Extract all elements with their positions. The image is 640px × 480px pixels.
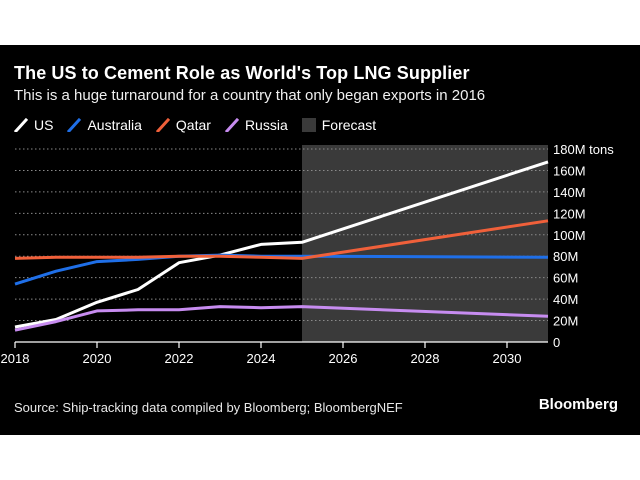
- x-tick-label: 2022: [165, 351, 194, 366]
- legend-item-australia: Australia: [67, 117, 142, 133]
- series-line-us: [14, 160, 549, 329]
- y-tick-label: 100M: [553, 228, 586, 243]
- chart-subtitle: This is a huge turnaround for a country …: [14, 87, 486, 104]
- x-tick-label: 2030: [493, 351, 522, 366]
- line-chart: 2018 2020 2022 2024 2026 2028 2030 0 20M 40M 60M 80…: [1, 142, 615, 366]
- legend-label-us: US: [34, 117, 54, 133]
- y-tick-label: 160M: [553, 163, 586, 178]
- legend-swatch-forecast: [301, 118, 316, 132]
- x-tick-label: 2018: [1, 351, 30, 366]
- bloomberg-logo: Bloomberg: [538, 396, 618, 413]
- legend-item-forecast: Forecast: [301, 117, 377, 133]
- series-line-russia: [14, 305, 549, 332]
- legend-item-russia: Russia: [224, 117, 288, 133]
- source-note: Source: Ship-tracking data compiled by B…: [14, 400, 403, 415]
- y-tick-label: 40M: [553, 292, 578, 307]
- chart-title: The US to Cement Role as World's Top LNG…: [14, 63, 470, 83]
- chart-card: The US to Cement Role as World's Top LNG…: [0, 45, 640, 435]
- legend-swatch-qatar: [155, 118, 170, 132]
- x-tick-label: 2026: [329, 351, 358, 366]
- x-tick-label: 2020: [83, 351, 112, 366]
- legend-label-qatar: Qatar: [175, 117, 211, 133]
- y-tick-label: 140M: [553, 185, 586, 200]
- x-tick-label: 2028: [411, 351, 440, 366]
- x-tick-label: 2024: [247, 351, 276, 366]
- legend-swatch-russia: [224, 118, 239, 132]
- y-tick-label: 0: [553, 335, 560, 350]
- chart-legend: US Australia Qatar Russia Forecast: [14, 115, 390, 135]
- legend-label-russia: Russia: [244, 117, 288, 133]
- legend-label-australia: Australia: [87, 117, 142, 133]
- legend-item-qatar: Qatar: [155, 117, 211, 133]
- y-tick-label: 120M: [553, 206, 586, 221]
- legend-item-us: US: [14, 117, 53, 133]
- legend-swatch-australia: [67, 118, 82, 132]
- series-line-qatar: [14, 219, 549, 260]
- legend-label-forecast: Forecast: [321, 117, 377, 133]
- y-tick-label: 80M: [553, 249, 578, 264]
- y-tick-label: 60M: [553, 271, 578, 286]
- legend-swatch-us: [14, 118, 28, 132]
- y-tick-label: 20M: [553, 314, 578, 329]
- y-tick-label: 180M tons: [553, 142, 614, 157]
